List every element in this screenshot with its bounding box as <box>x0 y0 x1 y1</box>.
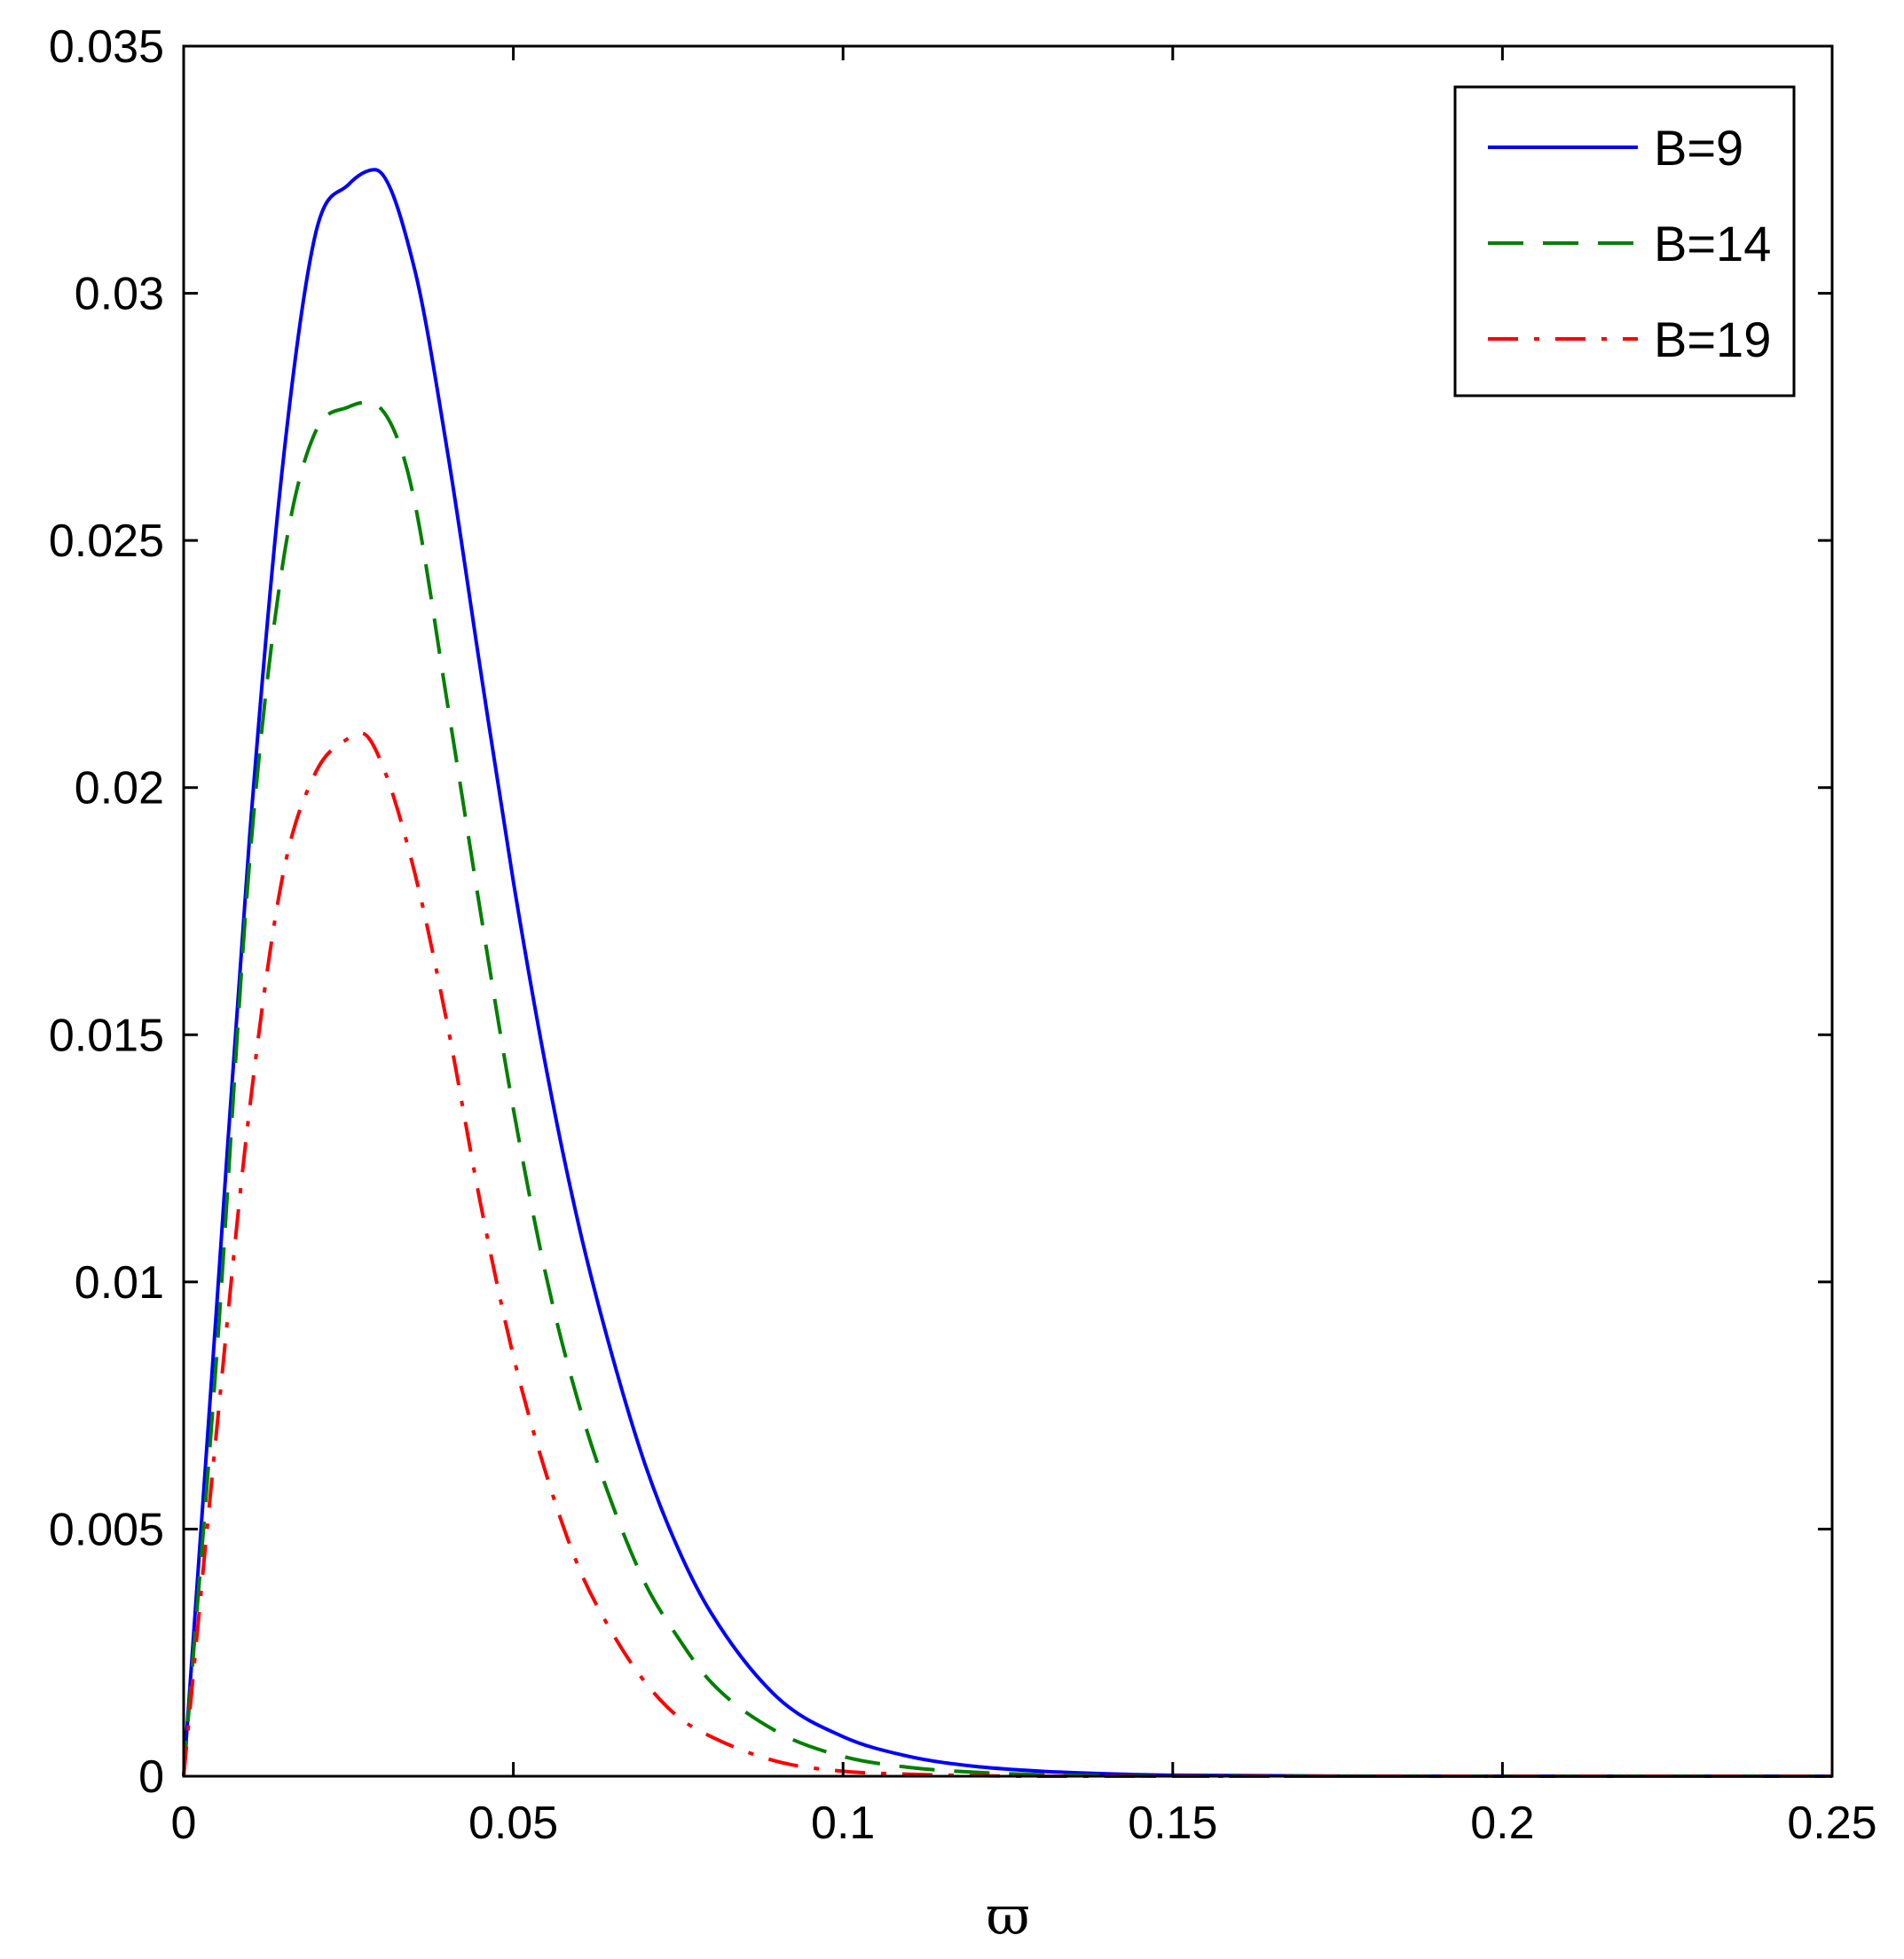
x-axis-label: ϖ <box>987 1885 1030 1947</box>
y-tick-label: 0.02 <box>75 763 164 814</box>
y-tick-label: 0.025 <box>49 515 164 567</box>
plot-layer <box>182 168 1832 1779</box>
series-line-2 <box>182 400 1832 1779</box>
series-line-1 <box>182 168 1832 1779</box>
legend-label-1: B=9 <box>1654 120 1743 176</box>
legend-label-3: B=19 <box>1654 311 1771 367</box>
x-tick-label: 0.25 <box>1787 1798 1876 1849</box>
ticks-layer: 0 0.05 0.1 0.15 0.2 0.25 0 0.005 0.01 0.015 0.02 0.… <box>49 21 1877 1849</box>
x-tick-label: 0.05 <box>468 1798 558 1849</box>
x-tick-label: 0.2 <box>1470 1798 1534 1849</box>
axes-frame <box>182 44 1834 1778</box>
legend-label-2: B=14 <box>1654 216 1771 271</box>
y-tick-label: 0.035 <box>49 21 164 73</box>
y-tick-label: 0.005 <box>49 1504 164 1555</box>
x-tick-label: 0 <box>171 1798 197 1849</box>
y-tick-label: 0.015 <box>49 1010 164 1061</box>
y-tick-label: 0.01 <box>75 1257 164 1309</box>
y-tick-label: 0.03 <box>75 269 164 320</box>
series-line-3 <box>182 731 1832 1779</box>
y-tick-label: 0 <box>138 1751 164 1803</box>
legend: B=9 B=14 B=19 <box>1453 85 1796 397</box>
x-tick-label: 0.1 <box>811 1798 875 1849</box>
x-tick-label: 0.15 <box>1128 1798 1217 1849</box>
